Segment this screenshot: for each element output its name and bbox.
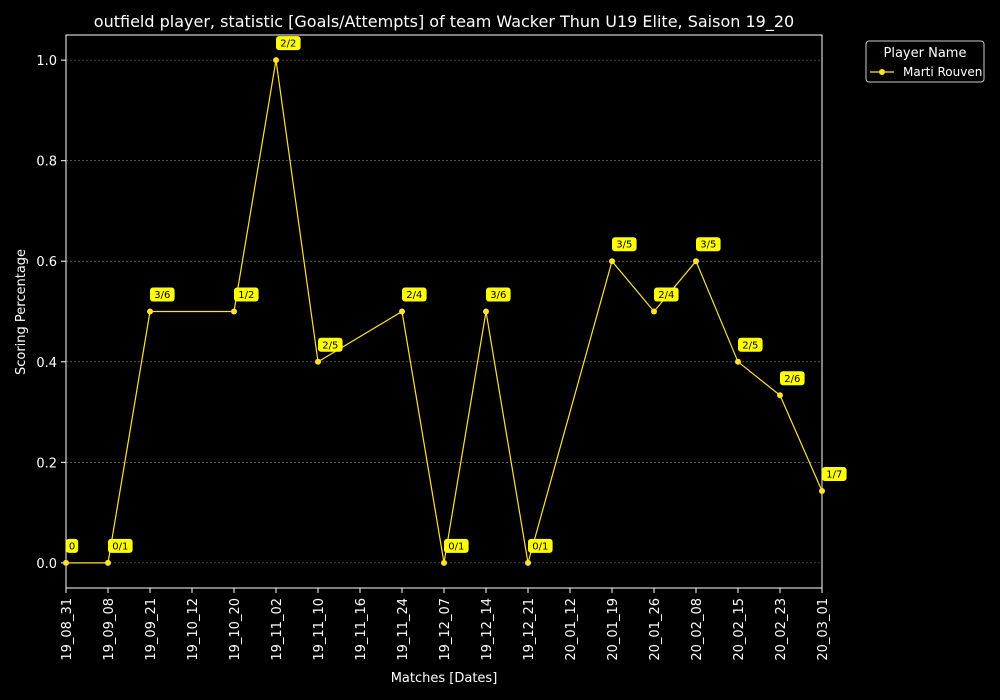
data-label-box bbox=[486, 287, 511, 302]
x-tick-label: 19_12_21 bbox=[522, 598, 537, 661]
data-label: 3/6 bbox=[490, 290, 506, 301]
data-label-box bbox=[528, 538, 553, 553]
x-tick-label: 19_11_16 bbox=[354, 598, 369, 661]
data-label: 2/2 bbox=[280, 39, 296, 50]
legend-box bbox=[865, 40, 985, 83]
data-label: 0 bbox=[69, 541, 75, 552]
data-point bbox=[315, 358, 321, 365]
data-point bbox=[735, 358, 741, 365]
data-point bbox=[63, 559, 69, 566]
chart-title: outfield player, statistic [Goals/Attemp… bbox=[94, 12, 794, 32]
data-label-box bbox=[738, 337, 763, 352]
data-label: 3/5 bbox=[616, 240, 632, 251]
y-axis-label: Scoring Percentage bbox=[14, 249, 29, 375]
x-tick-label: 19_09_08 bbox=[102, 598, 117, 661]
x-tick-label: 19_12_07 bbox=[438, 598, 453, 661]
data-point bbox=[441, 559, 447, 566]
x-tick-label: 20_03_01 bbox=[816, 598, 831, 661]
y-tick-label: 0.0 bbox=[36, 557, 57, 572]
x-tick-label: 19_11_10 bbox=[312, 598, 327, 661]
series-layer bbox=[63, 57, 825, 566]
data-label-box bbox=[402, 287, 427, 302]
data-label: 2/4 bbox=[406, 290, 422, 301]
x-tick-label: 19_11_02 bbox=[270, 598, 285, 661]
data-point bbox=[273, 57, 279, 64]
data-point bbox=[483, 308, 489, 315]
x-tick-label: 19_09_21 bbox=[144, 598, 159, 661]
data-label-box bbox=[822, 467, 847, 482]
y-tick-label: 1.0 bbox=[36, 54, 57, 69]
data-label: 3/6 bbox=[154, 290, 170, 301]
data-label: 2/6 bbox=[784, 374, 800, 385]
y-tick-label: 0.8 bbox=[36, 155, 57, 170]
legend-entry-marti-rouven: Marti Rouven bbox=[903, 65, 982, 79]
x-tick-label: 20_02_23 bbox=[774, 598, 789, 661]
legend: Player Name Marti Rouven bbox=[865, 40, 985, 83]
data-point bbox=[399, 308, 405, 315]
data-point bbox=[819, 488, 825, 495]
x-tick-label: 19_10_12 bbox=[186, 598, 201, 661]
data-label-box bbox=[318, 337, 343, 352]
data-label-box bbox=[234, 287, 259, 302]
y-axis-ticks: 0.0 0.2 0.4 0.6 0.8 1.0 bbox=[36, 54, 66, 572]
data-point bbox=[777, 392, 783, 399]
data-label-box bbox=[444, 538, 469, 553]
x-tick-label: 20_01_12 bbox=[564, 598, 579, 661]
data-label: 1/7 bbox=[826, 470, 842, 481]
data-labels-layer: 0 0/1 3/6 1/2 2/2 2/5 2/4 0/1 3/6 0/1 3/5 2/4 3/5 2/5… bbox=[66, 36, 847, 553]
grid-lines bbox=[66, 59, 822, 564]
data-label: 2/5 bbox=[742, 340, 758, 351]
data-label-box bbox=[150, 287, 175, 302]
x-tick-label: 20_01_19 bbox=[606, 598, 621, 661]
data-label: 0/1 bbox=[532, 541, 548, 552]
data-label-box bbox=[696, 237, 721, 252]
x-tick-label: 19_12_14 bbox=[480, 598, 495, 661]
x-tick-label: 19_11_24 bbox=[396, 598, 411, 661]
legend-point-marker bbox=[879, 69, 885, 75]
y-tick-label: 0.2 bbox=[36, 456, 57, 471]
data-point bbox=[651, 308, 657, 315]
x-tick-label: 20_01_26 bbox=[648, 598, 663, 661]
data-label-box bbox=[780, 371, 805, 386]
data-label: 3/5 bbox=[700, 240, 716, 251]
x-tick-label: 20_02_15 bbox=[732, 598, 747, 661]
data-point bbox=[105, 559, 111, 566]
data-label: 0/1 bbox=[112, 541, 128, 552]
data-label-box bbox=[108, 538, 133, 553]
x-axis-ticks: 19_08_31 19_09_08 19_09_21 19_10_12 19_10_20… bbox=[60, 588, 831, 661]
data-point bbox=[693, 258, 699, 265]
data-label: 1/2 bbox=[238, 290, 254, 301]
data-label-box bbox=[612, 237, 637, 252]
y-tick-label: 0.6 bbox=[36, 255, 57, 270]
series-line bbox=[66, 60, 823, 564]
data-label: 0/1 bbox=[448, 541, 464, 552]
x-axis-label: Matches [Dates] bbox=[391, 671, 498, 686]
data-label: 2/4 bbox=[658, 290, 674, 301]
data-point bbox=[609, 258, 615, 265]
data-label-box bbox=[66, 538, 79, 553]
legend-title: Player Name bbox=[884, 46, 967, 61]
data-label-box bbox=[654, 287, 679, 302]
data-point bbox=[231, 308, 237, 315]
data-point bbox=[525, 559, 531, 566]
x-tick-label: 20_02_08 bbox=[690, 598, 705, 661]
x-tick-label: 19_08_31 bbox=[60, 598, 75, 661]
data-point bbox=[147, 308, 153, 315]
data-label: 2/5 bbox=[322, 340, 338, 351]
data-label-box bbox=[276, 36, 301, 51]
y-tick-label: 0.4 bbox=[36, 356, 57, 371]
x-tick-label: 19_10_20 bbox=[228, 598, 243, 661]
